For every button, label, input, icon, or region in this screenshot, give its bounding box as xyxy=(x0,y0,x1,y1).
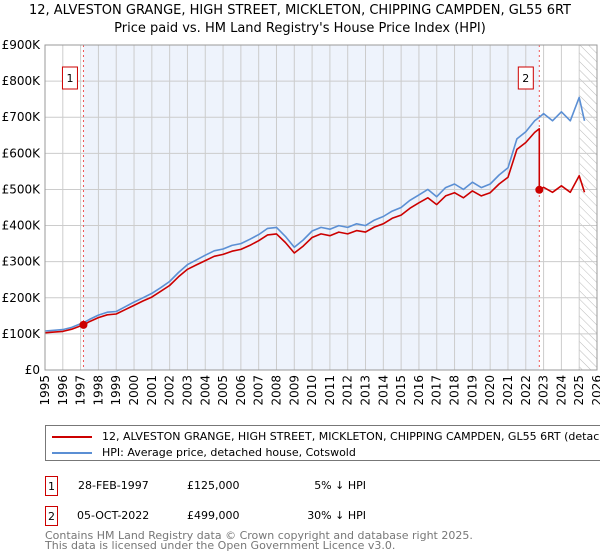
transaction-row: 1 28-FEB-1997 £125,000 5% ↓ HPI xyxy=(45,476,445,498)
x-tick-label: 2013 xyxy=(359,375,373,406)
x-tick-label: 2017 xyxy=(430,375,444,406)
footer-copyright: Contains HM Land Registry data © Crown c… xyxy=(45,529,473,542)
footer: Contains HM Land Registry data © Crown c… xyxy=(45,529,473,552)
hpi-line xyxy=(44,96,586,332)
legend-item-property: 12, ALVESTON GRANGE, HIGH STREET, MICKLE… xyxy=(52,430,600,443)
x-tick-label: 2020 xyxy=(483,375,497,406)
plot-border xyxy=(44,44,598,371)
x-tick-label: 1998 xyxy=(91,375,105,406)
transaction-badge: 2 xyxy=(45,506,58,526)
legend-label: 12, ALVESTON GRANGE, HIGH STREET, MICKLE… xyxy=(102,430,600,443)
x-tick-label: 2002 xyxy=(163,375,177,406)
y-tick-label: £0 xyxy=(25,363,40,377)
footer-licence: This data is licensed under the Open Gov… xyxy=(45,539,396,552)
x-tick-label: 2024 xyxy=(554,375,568,406)
x-tick-label: 2023 xyxy=(537,375,551,406)
y-tick-label: £400K xyxy=(2,219,42,233)
x-tick-label: 2025 xyxy=(572,375,586,406)
sale-label: 1 xyxy=(66,72,73,85)
transaction-hpi: 5% ↓ HPI xyxy=(314,479,366,492)
y-tick-label: £100K xyxy=(2,327,42,341)
y-tick-label: £300K xyxy=(2,255,42,269)
x-tick-label: 2011 xyxy=(323,375,337,406)
sale-label: 2 xyxy=(522,72,529,85)
x-tick-label: 2009 xyxy=(287,375,301,406)
legend-label: HPI: Average price, detached house, Cots… xyxy=(102,446,356,459)
x-tick-label: 2003 xyxy=(180,375,194,406)
x-tick-label: 2006 xyxy=(234,375,248,406)
x-tick-label: 2010 xyxy=(305,375,319,406)
transaction-price: £125,000 xyxy=(187,479,240,492)
chart-legend: 12, ALVESTON GRANGE, HIGH STREET, MICKLE… xyxy=(45,425,600,461)
x-tick-label: 1996 xyxy=(56,375,70,406)
x-tick-label: 1995 xyxy=(38,375,52,406)
sale-label-box xyxy=(61,66,78,90)
transaction-date: 05-OCT-2022 xyxy=(77,509,150,522)
x-tick-label: 2001 xyxy=(145,375,159,406)
y-tick-label: £200K xyxy=(2,291,42,305)
chart-title: 12, ALVESTON GRANGE, HIGH STREET, MICKLE… xyxy=(28,3,572,18)
y-tick-label: £900K xyxy=(2,38,42,52)
legend-item-hpi: HPI: Average price, detached house, Cots… xyxy=(52,446,356,459)
x-tick-label: 2021 xyxy=(501,375,515,406)
x-tick-label: 2026 xyxy=(590,375,600,406)
legend-swatch-blue xyxy=(52,451,92,454)
x-tick-label: 1999 xyxy=(109,375,123,406)
x-tick-label: 2016 xyxy=(412,375,426,406)
transaction-row: 2 05-OCT-2022 £499,000 30% ↓ HPI xyxy=(45,506,445,528)
sale-point-marker xyxy=(79,320,88,329)
y-tick-label: £800K xyxy=(2,74,42,88)
transaction-price: £499,000 xyxy=(187,509,240,522)
x-tick-label: 2004 xyxy=(198,375,212,406)
x-tick-label: 2000 xyxy=(127,375,141,406)
x-tick-label: 2022 xyxy=(519,375,533,406)
x-tick-label: 2008 xyxy=(269,375,283,406)
sale-label-box xyxy=(517,66,534,90)
chart-subtitle: Price paid vs. HM Land Registry's House … xyxy=(114,21,486,36)
legend-swatch-red xyxy=(52,435,92,438)
transaction-hpi: 30% ↓ HPI xyxy=(307,509,366,522)
forecast-hatch xyxy=(579,45,597,370)
price-chart: 1995 1996 1997 1998 1999 2000 2001 2002 2003 2004… xyxy=(2,38,600,406)
ownership-period-shading xyxy=(83,45,540,370)
x-tick-label: 2018 xyxy=(448,375,462,406)
y-tick-label: £600K xyxy=(2,146,42,160)
x-tick-label: 2014 xyxy=(376,375,390,406)
y-tick-label: £500K xyxy=(2,182,42,196)
x-tick-label: 2005 xyxy=(216,375,230,406)
transaction-badge: 1 xyxy=(45,476,58,496)
x-tick-label: 2015 xyxy=(394,375,408,406)
x-tick-label: 2007 xyxy=(252,375,266,406)
x-tick-label: 2012 xyxy=(341,375,355,406)
sale-point-marker xyxy=(535,185,544,194)
price-paid-line xyxy=(44,128,586,334)
transaction-date: 28-FEB-1997 xyxy=(78,479,149,492)
y-tick-label: £700K xyxy=(2,110,42,124)
x-tick-label: 2019 xyxy=(465,375,479,406)
x-tick-label: 1997 xyxy=(74,375,88,406)
